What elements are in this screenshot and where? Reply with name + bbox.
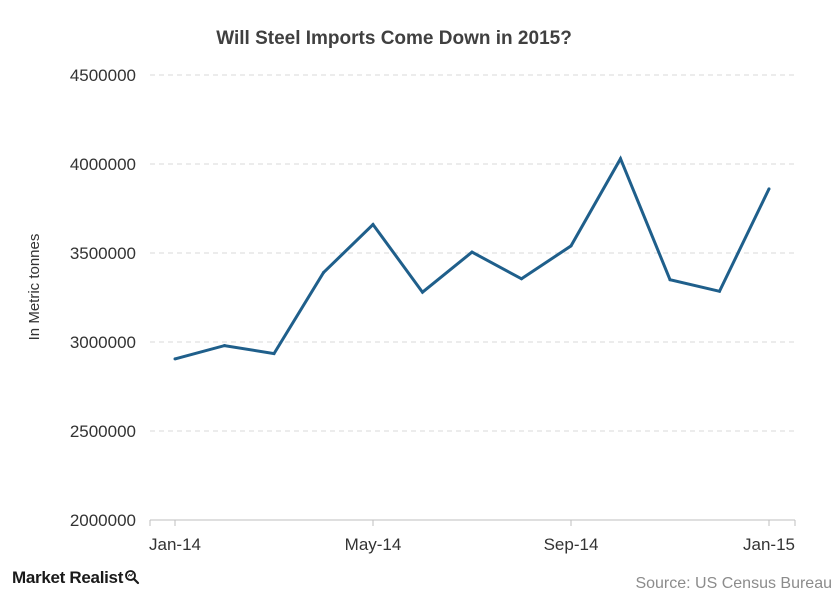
data-point: [470, 250, 474, 254]
brand-name: Market Realist: [12, 568, 124, 587]
chart-title: Will Steel Imports Come Down in 2015?: [216, 28, 572, 49]
x-axis-ticks: Jan-14 May-14 Sep-14 Jan-15: [149, 520, 796, 554]
brand-logo: Market Realist: [12, 568, 140, 588]
data-point: [272, 352, 276, 356]
magnifier-icon: [123, 568, 140, 587]
series-group: [173, 155, 771, 361]
data-point: [173, 357, 177, 361]
y-tick-label: 2000000: [70, 511, 136, 530]
data-point: [223, 344, 226, 348]
y-tick-label: 3000000: [70, 333, 136, 352]
series-line: [174, 155, 771, 361]
data-point: [767, 187, 771, 191]
y-axis-ticks: 2000000 2500000 3000000 3500000 4000000 45000…: [70, 66, 136, 530]
y-tick-label: 2500000: [70, 422, 136, 441]
x-tick-label: Jan-15: [743, 535, 795, 554]
x-tick-label: Sep-14: [544, 535, 599, 554]
data-point: [619, 157, 622, 161]
y-tick-label: 4000000: [70, 155, 136, 174]
y-tick-label: 4500000: [70, 66, 136, 85]
data-point: [371, 223, 375, 227]
x-tick-label: Jan-14: [149, 535, 201, 554]
x-tick-label: May-14: [345, 535, 402, 554]
data-point: [718, 289, 721, 293]
source-note: Source: US Census Bureau: [635, 575, 832, 592]
data-point: [569, 244, 573, 248]
data-point: [668, 278, 672, 282]
data-point: [520, 277, 523, 281]
data-point: [322, 271, 325, 275]
data-point: [421, 290, 424, 294]
y-axis-label: In Metric tonnes: [26, 234, 43, 341]
y-tick-label: 3500000: [70, 244, 136, 263]
